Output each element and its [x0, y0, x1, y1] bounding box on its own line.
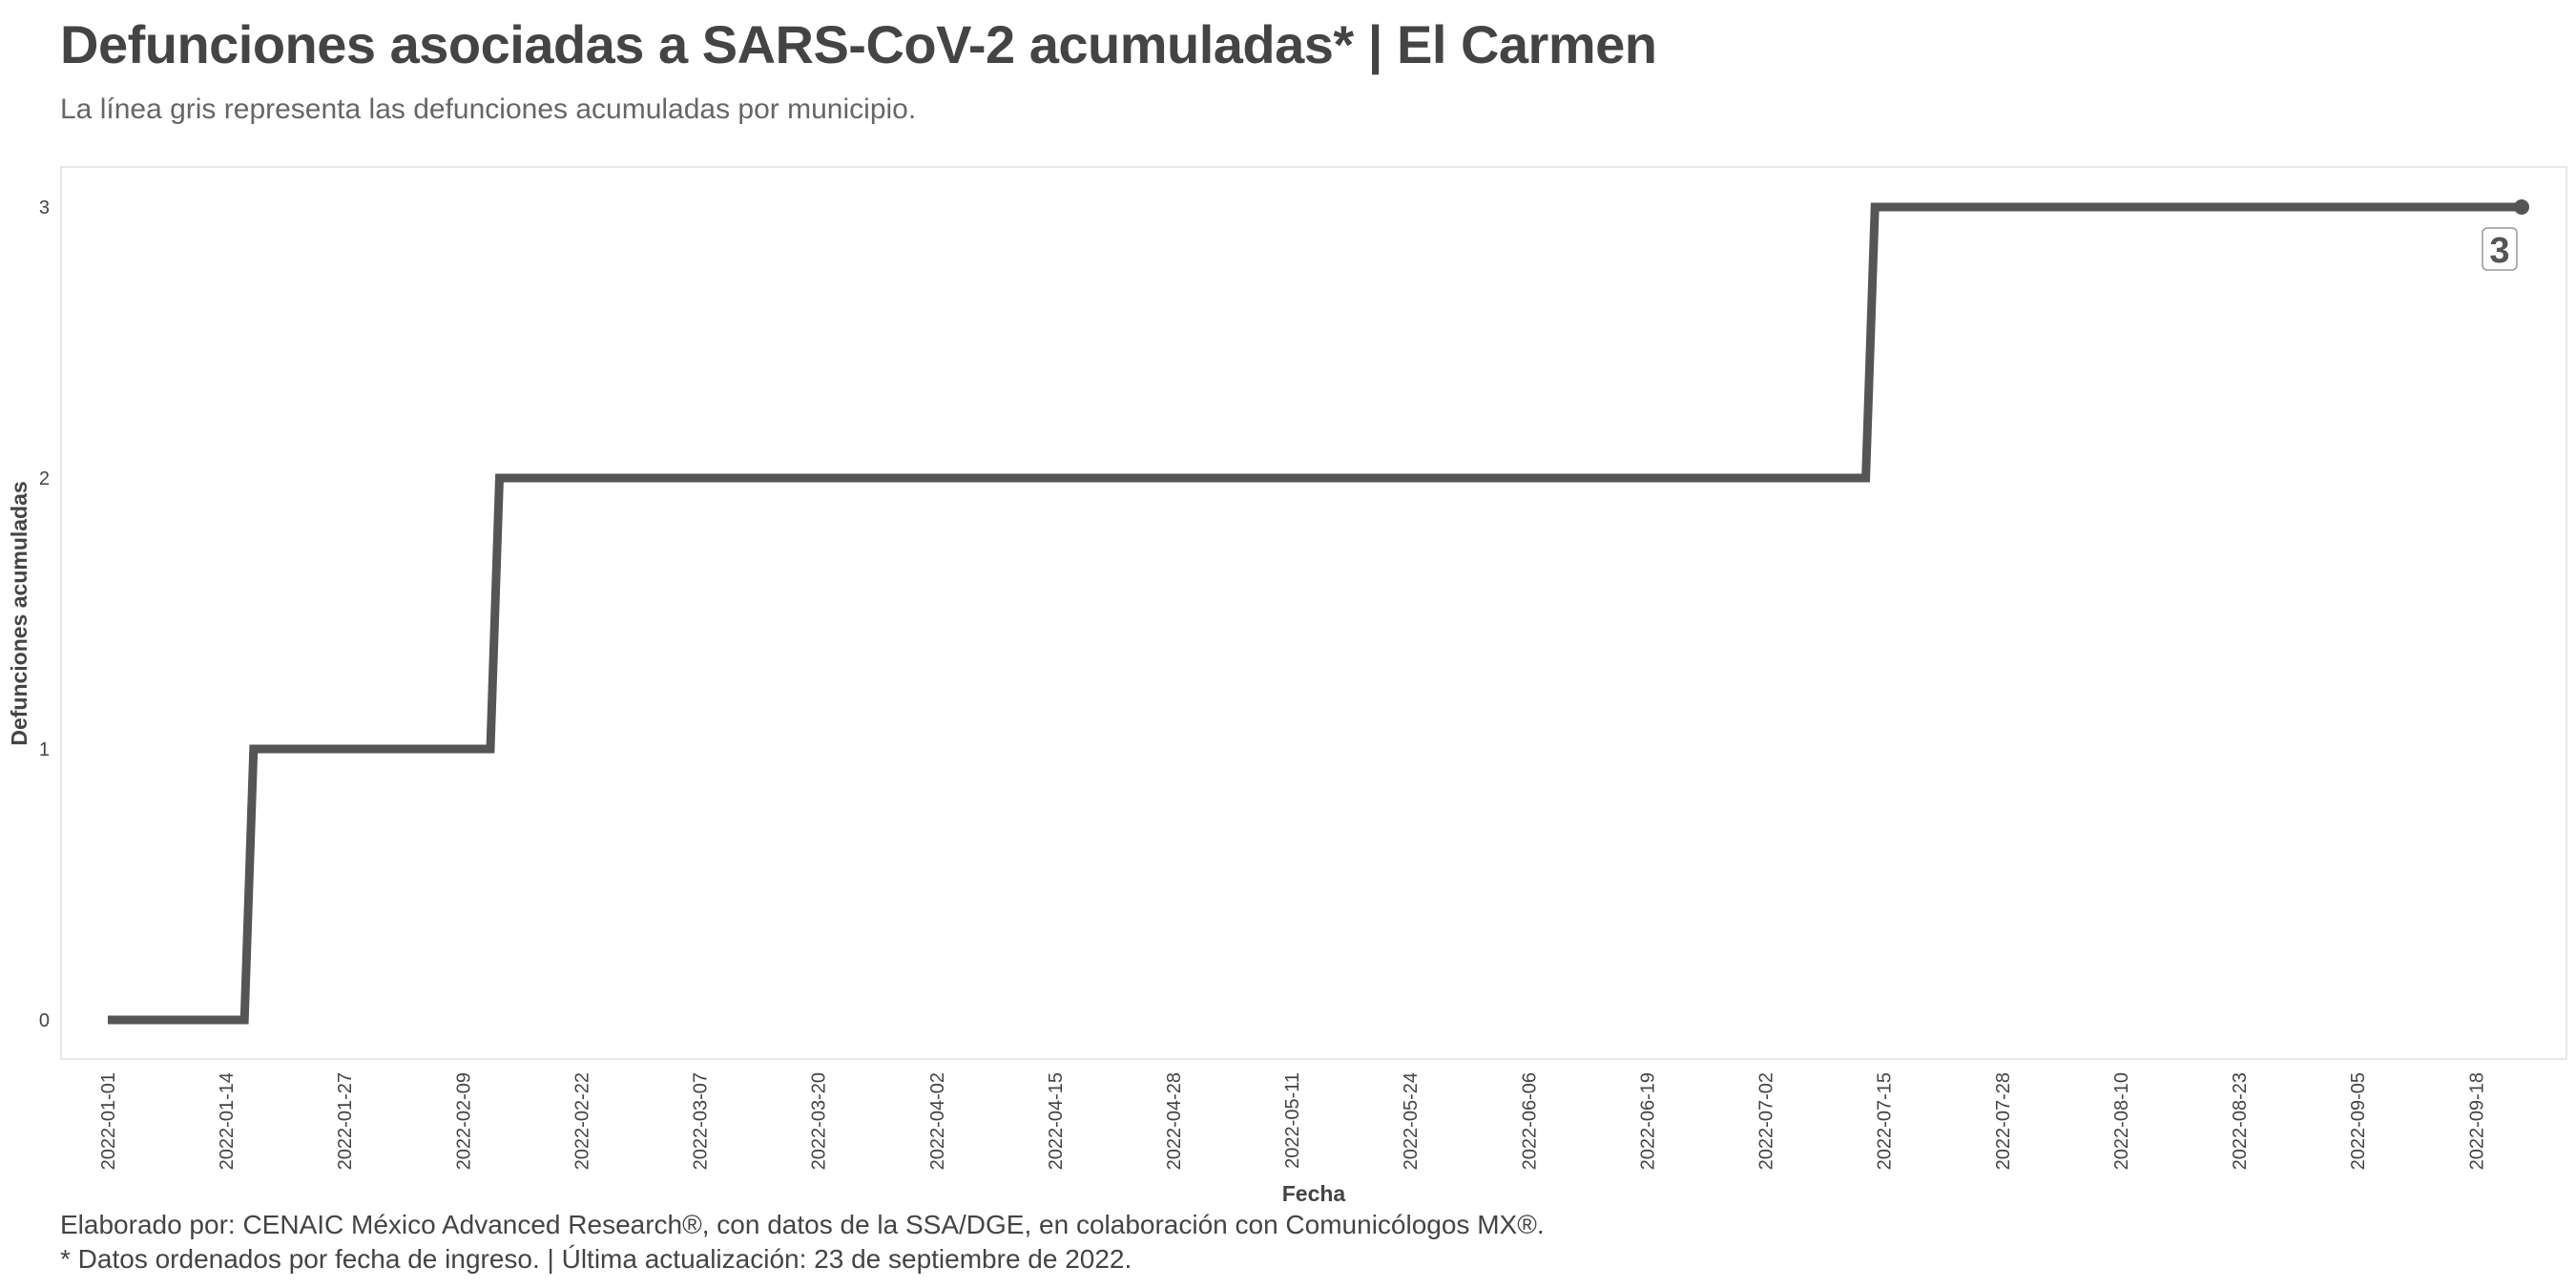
series-line: [108, 202, 2522, 1025]
x-tick-label: 2022-03-20: [809, 1072, 830, 1170]
x-tick-label: 2022-08-23: [2230, 1072, 2251, 1170]
chart-title: Defunciones asociadas a SARS-CoV-2 acumu…: [60, 14, 1657, 74]
x-tick-label: 2022-04-15: [1046, 1072, 1067, 1170]
x-tick-label: 2022-01-01: [98, 1072, 119, 1170]
x-axis: 2022-01-01 2022-01-14 2022-01-27 2022-02-09…: [98, 1072, 2487, 1170]
y-tick-label: 1: [39, 739, 50, 760]
x-tick-label: 2022-06-19: [1637, 1072, 1658, 1170]
y-tick-label: 3: [39, 197, 50, 218]
x-tick-label: 2022-04-02: [927, 1072, 948, 1170]
caption-credits: Elaborado por: CENAIC México Advanced Re…: [60, 1210, 1545, 1239]
x-tick-label: 2022-07-28: [1993, 1072, 2014, 1170]
end-value-label-box: [2482, 227, 2518, 271]
x-tick-label: 2022-05-11: [1282, 1072, 1303, 1169]
caption-notes: * Datos ordenados por fecha de ingreso. …: [60, 1244, 1132, 1274]
chart-subtitle: La línea gris representa las defunciones…: [60, 93, 917, 125]
x-tick-label: 2022-06-06: [1519, 1072, 1540, 1170]
x-tick-label: 2022-07-02: [1756, 1072, 1777, 1170]
y-tick-label: 2: [39, 468, 50, 489]
x-tick-label: 2022-02-22: [571, 1072, 592, 1170]
end-point: [2514, 199, 2529, 215]
x-axis-title: Fecha: [1282, 1181, 1346, 1206]
x-tick-label: 2022-04-28: [1164, 1072, 1185, 1170]
x-tick-label: 2022-01-14: [217, 1072, 238, 1170]
x-tick-label: 2022-02-09: [453, 1072, 474, 1170]
plot-panel: [60, 166, 2567, 1060]
end-value-label: 3: [2482, 227, 2518, 271]
x-tick-label: 2022-05-24: [1401, 1072, 1422, 1170]
y-tick-label: 0: [39, 1010, 50, 1031]
x-tick-label: 2022-01-27: [335, 1072, 356, 1170]
end-value-label-text: 3: [2489, 231, 2509, 271]
y-axis-title: Defunciones acumuladas: [7, 481, 31, 745]
x-tick-label: 2022-07-15: [1875, 1072, 1896, 1170]
x-tick-label: 2022-08-10: [2111, 1072, 2132, 1170]
x-tick-label: 2022-09-05: [2348, 1072, 2369, 1170]
y-axis: 0 1 2 3: [39, 197, 50, 1031]
x-tick-label: 2022-03-07: [691, 1072, 712, 1170]
x-tick-label: 2022-09-18: [2466, 1072, 2487, 1170]
